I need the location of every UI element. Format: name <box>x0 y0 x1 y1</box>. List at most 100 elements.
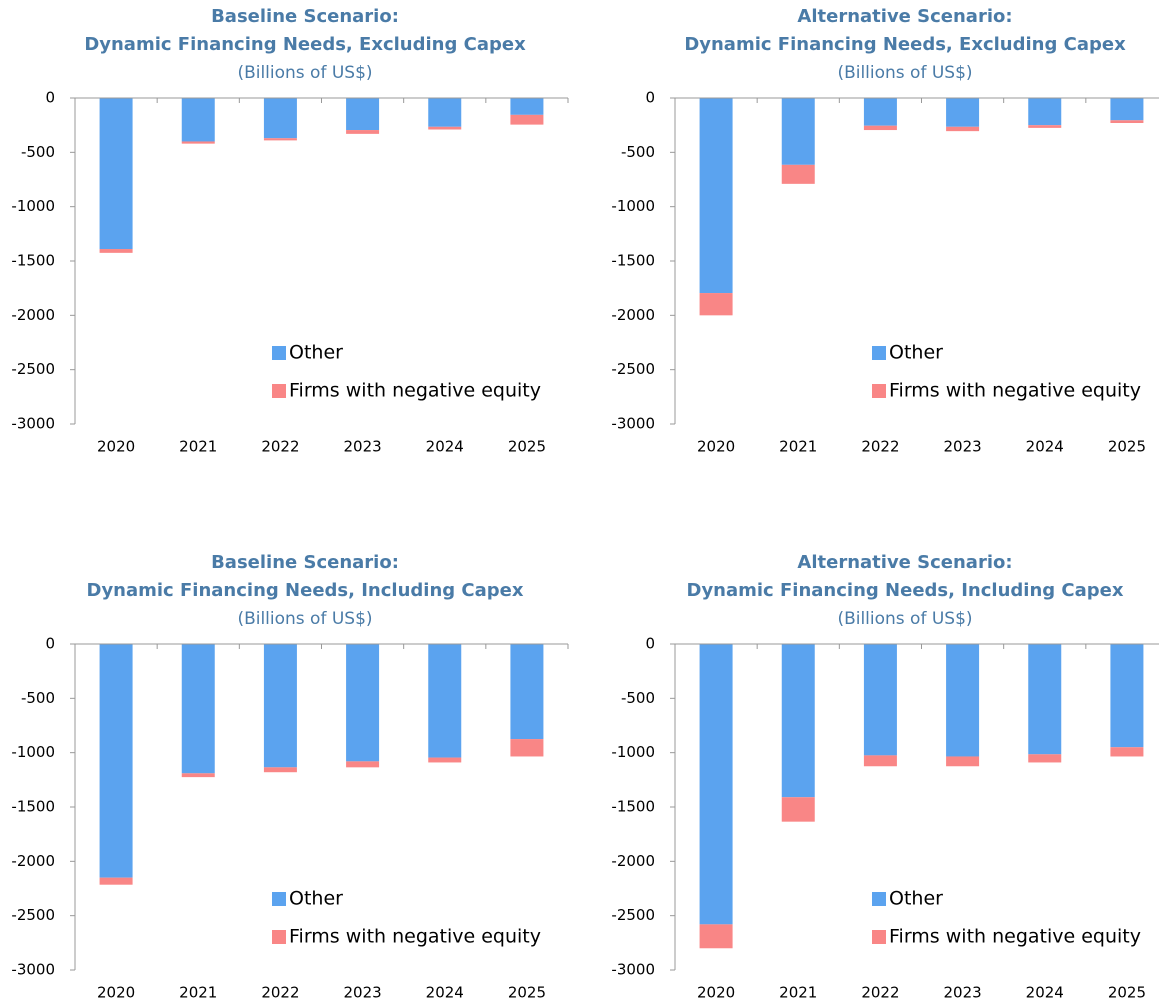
y-tick-label: -3000 <box>611 415 655 433</box>
y-tick-label: 0 <box>45 89 55 107</box>
bar-segment <box>346 644 380 762</box>
chart-subtitle: (Billions of US$) <box>837 609 972 629</box>
bar-segment <box>181 644 215 774</box>
x-tick-label: 2024 <box>426 984 464 1002</box>
y-tick-label: 0 <box>45 635 55 653</box>
x-tick-label: 2023 <box>943 438 981 456</box>
bar-segment <box>510 644 544 740</box>
x-tick-label: 2022 <box>261 984 299 1002</box>
x-tick-label: 2024 <box>1026 438 1064 456</box>
legend-label: Other <box>889 342 943 364</box>
bar-segment <box>99 249 133 253</box>
x-tick-label: 2021 <box>179 984 217 1002</box>
bar-segment <box>1028 98 1062 126</box>
y-tick-label: -2500 <box>11 906 55 924</box>
bar-segment <box>863 125 897 131</box>
bar-segment <box>428 757 462 763</box>
chart-title: Baseline Scenario: <box>211 552 399 573</box>
bar-segment <box>946 126 980 132</box>
bar-segment <box>1110 747 1144 757</box>
legend-swatch <box>872 384 886 398</box>
bar-segment <box>99 644 133 878</box>
bar-segment <box>510 739 544 757</box>
bar-segment <box>181 773 215 778</box>
y-tick-label: -2500 <box>11 360 55 378</box>
chart-title: Alternative Scenario: <box>797 552 1012 573</box>
bar-segment <box>181 98 215 142</box>
chart-subtitle: (Billions of US$) <box>837 63 972 83</box>
bar-segment <box>510 98 544 115</box>
x-tick-label: 2021 <box>779 984 817 1002</box>
x-tick-label: 2020 <box>697 984 735 1002</box>
y-tick-label: 0 <box>645 635 655 653</box>
y-tick-label: -1000 <box>611 743 655 761</box>
y-tick-label: -1500 <box>11 252 55 270</box>
bar-segment <box>781 164 815 184</box>
bar-segment <box>863 755 897 767</box>
y-tick-label: -500 <box>21 689 55 707</box>
legend-swatch <box>872 930 886 944</box>
legend-label: Firms with negative equity <box>289 380 541 402</box>
bar-segment <box>781 644 815 798</box>
y-tick-label: -1500 <box>611 252 655 270</box>
bar-segment <box>263 644 297 768</box>
bar-segment <box>346 130 380 134</box>
legend-label: Other <box>889 888 943 910</box>
legend-label: Firms with negative equity <box>889 926 1141 948</box>
bar-segment <box>946 644 980 757</box>
y-tick-label: -1000 <box>611 197 655 215</box>
bar-segment <box>1110 120 1144 123</box>
y-tick-label: -2000 <box>11 306 55 324</box>
bar-segment <box>699 293 733 316</box>
y-tick-label: -2500 <box>611 906 655 924</box>
chart-title: Dynamic Financing Needs, Excluding Capex <box>684 34 1126 55</box>
bar-segment <box>346 98 380 131</box>
chart-title: Dynamic Financing Needs, Including Capex <box>687 580 1124 601</box>
y-tick-label: -3000 <box>611 961 655 979</box>
x-tick-label: 2023 <box>343 438 381 456</box>
bar-segment <box>263 98 297 139</box>
y-tick-label: -500 <box>621 143 655 161</box>
x-tick-label: 2020 <box>697 438 735 456</box>
y-tick-label: -500 <box>621 689 655 707</box>
bar-segment <box>946 756 980 767</box>
bar-segment <box>1110 644 1144 748</box>
bar-segment <box>428 644 462 758</box>
bar-segment <box>863 644 897 756</box>
y-tick-label: -1500 <box>611 798 655 816</box>
bar-segment <box>263 767 297 773</box>
bar-segment <box>699 924 733 949</box>
x-tick-label: 2025 <box>1108 984 1146 1002</box>
bar-segment <box>99 877 133 885</box>
legend-label: Other <box>289 342 343 364</box>
bar-segment <box>1028 754 1062 763</box>
x-tick-label: 2021 <box>179 438 217 456</box>
y-tick-label: -2000 <box>611 306 655 324</box>
chart-title: Alternative Scenario: <box>797 6 1012 27</box>
legend-swatch <box>272 384 286 398</box>
bar-segment <box>181 141 215 144</box>
x-tick-label: 2023 <box>343 984 381 1002</box>
legend-swatch <box>872 346 886 360</box>
x-tick-label: 2020 <box>97 984 135 1002</box>
bar-segment <box>781 98 815 165</box>
y-tick-label: -1500 <box>11 798 55 816</box>
y-tick-label: -1000 <box>11 197 55 215</box>
legend-swatch <box>272 346 286 360</box>
chart-title: Baseline Scenario: <box>211 6 399 27</box>
bar-segment <box>1028 125 1062 128</box>
bar-segment <box>699 98 733 294</box>
x-tick-label: 2025 <box>508 984 546 1002</box>
y-tick-label: -3000 <box>11 415 55 433</box>
y-tick-label: -500 <box>21 143 55 161</box>
x-tick-label: 2023 <box>943 984 981 1002</box>
y-tick-label: -3000 <box>11 961 55 979</box>
legend-label: Firms with negative equity <box>889 380 1141 402</box>
legend-swatch <box>872 892 886 906</box>
x-tick-label: 2022 <box>261 438 299 456</box>
y-tick-label: -1000 <box>11 743 55 761</box>
bar-segment <box>863 98 897 126</box>
x-tick-label: 2020 <box>97 438 135 456</box>
y-tick-label: -2500 <box>611 360 655 378</box>
bar-segment <box>946 98 980 127</box>
